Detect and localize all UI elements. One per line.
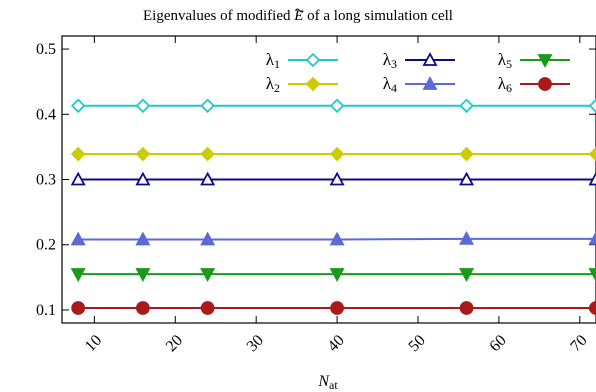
legend-item-5: λ5: [498, 50, 570, 71]
data-point: [589, 301, 596, 315]
x-axis-label-sub: at: [329, 378, 338, 392]
data-point: [330, 301, 344, 315]
legend-marker: [305, 52, 321, 68]
series-line: [78, 237, 596, 241]
x-tick-label: 50: [405, 332, 428, 355]
data-point: [200, 268, 216, 282]
legend-item-1: λ1: [266, 50, 338, 71]
data-point: [200, 146, 215, 162]
data-point: [135, 146, 151, 162]
legend-item-6: λ6: [498, 74, 570, 95]
y-tick-label: 0.3: [36, 172, 56, 189]
chart-title: Eigenvalues of modified E of a long simu…: [143, 8, 453, 24]
data-point: [588, 230, 596, 245]
data-point: [70, 171, 86, 186]
x-tick-label: 60: [486, 332, 509, 355]
data-point: [459, 301, 474, 315]
data-point: [135, 231, 151, 246]
data-point: [70, 231, 86, 246]
legend-label: λ1: [266, 50, 280, 71]
x-tick-label: 20: [163, 332, 186, 355]
series-2: [70, 146, 596, 162]
series-3: [70, 171, 596, 186]
data-point: [200, 171, 216, 186]
legend-label: λ3: [383, 50, 397, 71]
data-point: [200, 231, 216, 246]
data-point: [200, 301, 215, 315]
legend-marker: [305, 76, 321, 92]
legend-marker: [537, 54, 553, 68]
data-point: [135, 171, 151, 186]
data-point: [588, 171, 596, 186]
y-tick-label: 0.1: [36, 302, 56, 319]
legend-label: λ6: [498, 74, 512, 95]
series-5: [70, 268, 596, 282]
chart-title-prefix: Eigenvalues of modified: [143, 8, 294, 24]
series-4: [70, 230, 596, 246]
data-point: [329, 171, 345, 186]
legend-marker: [422, 76, 438, 90]
chart-title-symbol: E: [293, 8, 303, 24]
legend-label: λ4: [383, 74, 397, 95]
y-tick-label: 0.4: [36, 106, 56, 123]
data-point: [459, 230, 475, 245]
legend-item-2: λ2: [266, 74, 338, 95]
data-point: [70, 146, 86, 162]
data-point: [459, 146, 474, 162]
legend-item-4: λ4: [383, 74, 455, 95]
data-point: [329, 98, 345, 114]
legend-marker: [422, 52, 438, 66]
chart-title-suffix: of a long simulation cell: [303, 8, 453, 24]
legend-label: λ2: [266, 74, 280, 95]
data-point: [70, 98, 86, 114]
legend-marker: [538, 77, 552, 91]
x-axis-label: Nat: [317, 373, 338, 392]
data-point: [459, 171, 475, 186]
x-tick-label: 10: [82, 332, 105, 355]
data-point: [459, 268, 475, 282]
data-point: [70, 268, 86, 282]
data-point: [71, 301, 86, 315]
x-axis-label-main: N: [317, 373, 330, 390]
data-point: [200, 98, 215, 114]
data-point: [136, 301, 150, 315]
legend-label: λ5: [498, 50, 512, 71]
x-tick-label: 70: [567, 332, 590, 355]
legend-item-3: λ3: [383, 50, 455, 71]
y-tick-label: 0.2: [36, 237, 56, 254]
series-group: [70, 98, 596, 315]
data-point: [135, 98, 151, 114]
y-tick-label: 0.5: [36, 41, 56, 58]
x-tick-label: 30: [244, 332, 267, 355]
data-point: [459, 98, 474, 114]
title-tilde-accent: [294, 8, 304, 13]
data-point: [588, 98, 596, 114]
x-tick-label: 40: [325, 332, 348, 355]
data-point: [135, 268, 151, 282]
data-point: [329, 268, 345, 282]
data-point: [329, 231, 345, 246]
data-point: [588, 268, 596, 282]
legend: λ1 λ2 λ3 λ4 λ5 λ6: [266, 50, 570, 95]
series-6: [71, 301, 596, 315]
data-point: [588, 146, 596, 162]
data-point: [329, 146, 345, 162]
series-1: [70, 98, 596, 114]
